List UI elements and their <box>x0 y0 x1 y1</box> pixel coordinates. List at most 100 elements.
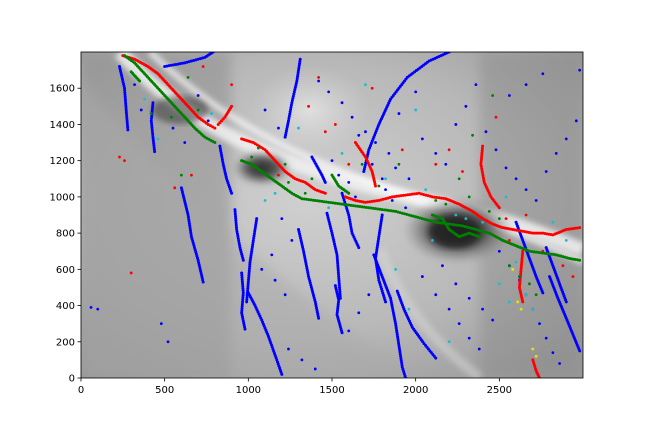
series-cyan <box>143 83 568 344</box>
data-point-yellow <box>531 347 535 351</box>
data-point-blue <box>347 181 351 184</box>
track-point-red <box>410 192 414 196</box>
data-point-green <box>518 275 521 278</box>
track-point-blue <box>124 104 128 108</box>
track-point-blue <box>289 108 293 111</box>
track-point-green <box>333 201 337 205</box>
data-point-cyan <box>407 307 411 311</box>
track-point-red <box>497 206 501 210</box>
data-point-blue <box>404 206 408 210</box>
data-point-blue <box>474 83 478 86</box>
track-point-green <box>541 251 545 255</box>
track-point-red <box>480 156 484 159</box>
data-point-cyan <box>340 152 344 155</box>
data-point-green <box>169 115 173 119</box>
data-point-blue <box>171 126 175 130</box>
track-point-blue <box>125 123 129 127</box>
data-point-green <box>196 108 200 112</box>
track-point-blue <box>234 221 238 225</box>
track-point-red <box>399 194 403 198</box>
data-point-red <box>190 173 193 177</box>
data-point-green <box>507 264 511 268</box>
track-point-red <box>519 267 523 271</box>
track-point-red <box>479 158 483 162</box>
track-point-red <box>521 249 525 253</box>
data-point-green <box>180 173 183 177</box>
track-point-blue <box>289 103 293 107</box>
series-blue <box>89 52 582 378</box>
data-point-blue <box>447 307 451 311</box>
track-point-blue <box>243 327 247 331</box>
data-point-blue <box>534 199 538 202</box>
track-point-blue <box>241 284 245 288</box>
data-point-blue <box>327 90 331 94</box>
data-point-cyan <box>447 340 451 344</box>
data-point-green <box>360 162 364 166</box>
track-point-blue <box>246 287 250 291</box>
track-point-blue <box>247 271 251 275</box>
track-point-blue <box>124 106 128 110</box>
track-point-red <box>213 126 217 130</box>
track-point-red <box>370 199 374 203</box>
track-point-blue <box>238 243 242 247</box>
data-point-blue <box>350 115 354 119</box>
track-point-blue <box>235 232 239 236</box>
track-point-green <box>389 209 393 213</box>
data-point-red <box>507 238 511 242</box>
track-point-blue <box>172 63 176 67</box>
track-point-green <box>578 258 582 262</box>
track-point-green <box>527 249 531 253</box>
track-point-blue <box>123 86 127 90</box>
track-point-red <box>481 176 485 180</box>
track-point-green <box>349 203 353 207</box>
track-point-red <box>480 146 484 150</box>
track-point-blue <box>384 300 388 304</box>
x-tick-label: 0 <box>78 385 84 396</box>
track-point-blue <box>237 239 241 243</box>
data-point-cyan <box>497 282 501 286</box>
track-point-red <box>480 153 484 157</box>
data-point-blue <box>280 217 284 221</box>
data-point-cyan <box>524 293 528 297</box>
track-point-green <box>387 208 391 212</box>
data-point-blue <box>196 94 200 97</box>
data-point-red <box>434 162 438 166</box>
track-point-blue <box>233 208 237 212</box>
data-point-blue <box>394 166 397 170</box>
track-point-blue <box>236 237 240 241</box>
track-point-blue <box>151 105 155 109</box>
data-point-cyan <box>384 177 387 181</box>
data-point-blue <box>287 347 290 351</box>
track-point-blue <box>287 114 291 118</box>
data-point-cyan <box>531 307 535 311</box>
track-point-green <box>345 203 348 207</box>
track-point-blue <box>149 117 153 121</box>
track-point-blue <box>240 271 244 275</box>
track-point-red <box>406 193 410 197</box>
track-point-red <box>480 169 484 173</box>
data-point-red <box>123 159 126 163</box>
track-point-blue <box>124 110 128 114</box>
track-point-green <box>447 222 451 226</box>
track-point-red <box>520 261 524 265</box>
track-point-blue <box>150 128 154 132</box>
track-point-blue <box>248 260 252 264</box>
track-point-blue <box>235 227 239 231</box>
track-point-blue <box>235 230 239 234</box>
track-point-blue <box>240 278 244 282</box>
data-point-blue <box>504 166 508 170</box>
data-point-blue <box>260 267 264 271</box>
track-point-green <box>545 252 549 256</box>
data-point-blue <box>434 293 438 297</box>
track-point-red <box>404 193 408 197</box>
track-point-blue <box>240 309 244 313</box>
track-point-blue <box>336 268 340 272</box>
series-red <box>118 54 582 378</box>
track-point-blue <box>245 296 249 300</box>
track-point-blue <box>283 135 287 139</box>
data-point-blue <box>317 79 321 83</box>
track-point-red <box>375 199 379 203</box>
y-tick-label: 400 <box>56 301 75 312</box>
track-point-blue <box>221 160 225 164</box>
